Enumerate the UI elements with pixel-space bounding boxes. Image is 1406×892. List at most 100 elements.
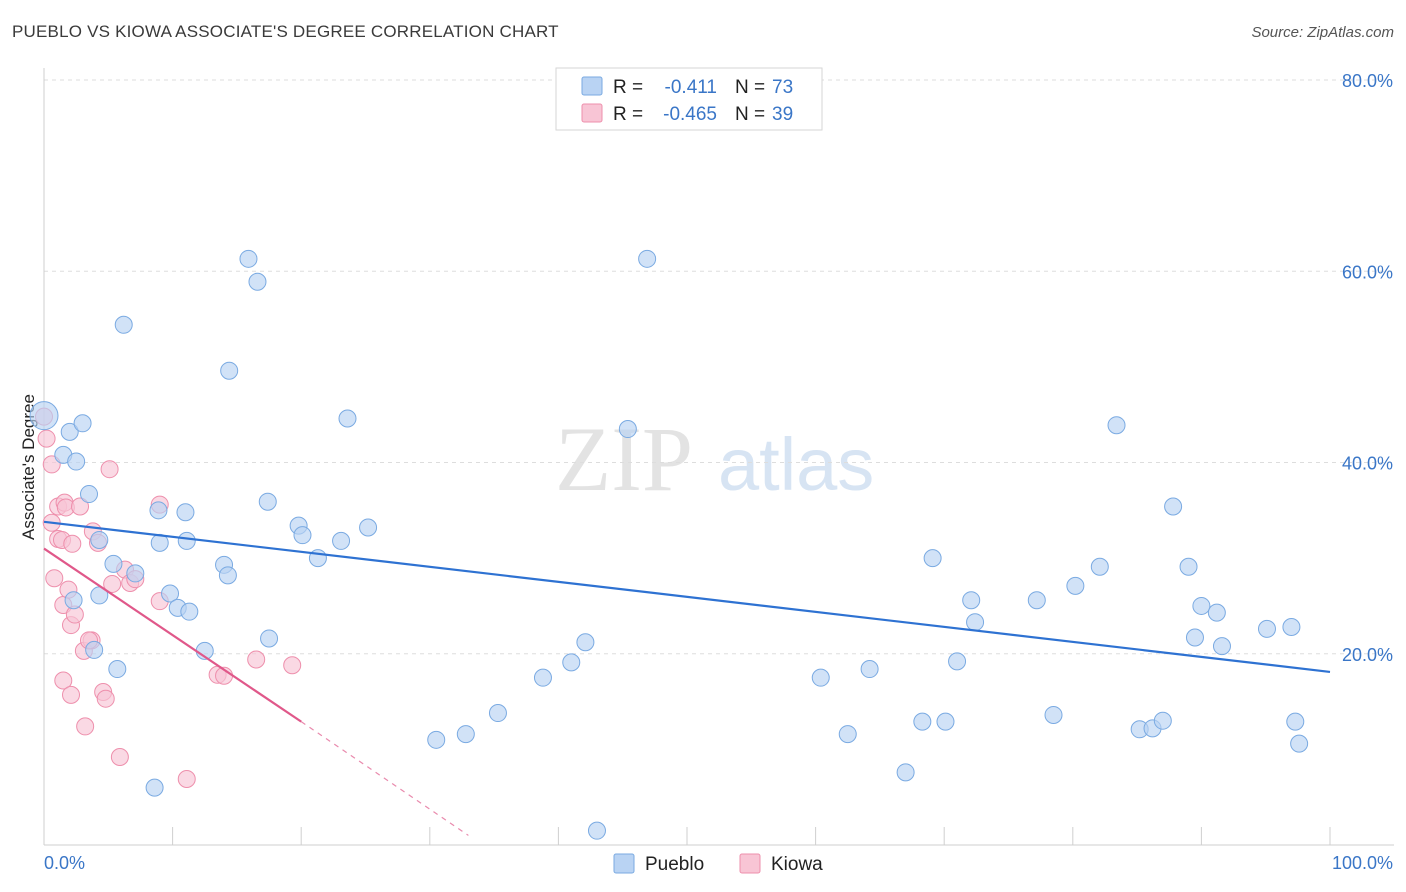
trend-lines bbox=[43, 520, 1331, 836]
kiowa-point-14 bbox=[45, 569, 64, 588]
x-tick-label-max: 100.0% bbox=[1332, 853, 1393, 873]
kiowa-point-36 bbox=[247, 650, 266, 669]
pueblo-point-5 bbox=[80, 485, 99, 504]
kiowa-point-7 bbox=[71, 497, 90, 516]
kiowa-point-28 bbox=[62, 685, 81, 704]
pueblo-point-52 bbox=[948, 652, 967, 671]
pueblo-point-67 bbox=[1207, 603, 1226, 622]
pueblo-point-50 bbox=[923, 549, 942, 568]
pueblo-point-12 bbox=[239, 249, 258, 268]
pueblo-point-44 bbox=[587, 821, 606, 840]
pueblo-point-1 bbox=[60, 422, 79, 441]
pueblo-point-65 bbox=[1185, 628, 1204, 647]
pueblo-point-54 bbox=[966, 613, 985, 632]
pueblo-point-51 bbox=[936, 712, 955, 731]
pueblo-point-14 bbox=[258, 492, 277, 511]
legend-pueblo-n-label: N = bbox=[735, 77, 765, 98]
x-tick-label-min: 0.0% bbox=[44, 853, 85, 873]
chart-source: Source: ZipAtlas.com bbox=[1251, 24, 1394, 41]
pueblo-point-16 bbox=[293, 526, 312, 545]
pueblo-point-7 bbox=[149, 501, 168, 520]
kiowa-point-33 bbox=[177, 770, 196, 789]
pueblo-point-32 bbox=[108, 660, 127, 679]
pueblo-point-2 bbox=[73, 414, 92, 433]
pueblo-points bbox=[29, 249, 1309, 840]
kiowa-point-10 bbox=[63, 534, 82, 553]
kiowa-trend-line bbox=[43, 547, 302, 723]
kiowa-point-37 bbox=[283, 656, 302, 675]
bottom-legend-kiowa: Kiowa bbox=[771, 854, 823, 875]
pueblo-point-58 bbox=[1090, 557, 1109, 576]
pueblo-point-38 bbox=[576, 633, 595, 652]
pueblo-point-57 bbox=[1066, 576, 1085, 595]
legend-kiowa-n-label: N = bbox=[735, 104, 765, 125]
kiowa-point-29 bbox=[76, 717, 95, 736]
legend-pueblo-r-label: R = bbox=[613, 77, 643, 98]
kiowa-point-21 bbox=[103, 574, 122, 593]
pueblo-point-26 bbox=[180, 602, 199, 621]
kiowa-trend-line-extrapolated bbox=[300, 721, 469, 836]
legend-swatch-pueblo bbox=[581, 76, 603, 96]
y-axis-title: Associate's Degree bbox=[19, 394, 38, 540]
pueblo-point-0 bbox=[29, 401, 59, 431]
pueblo-point-53 bbox=[962, 591, 981, 610]
pueblo-point-9 bbox=[176, 503, 195, 522]
pueblo-point-56 bbox=[1044, 705, 1063, 724]
pueblo-point-39 bbox=[562, 653, 581, 672]
y-tick-labels: 20.0% 40.0% 60.0% 80.0% bbox=[1342, 71, 1393, 665]
y-tick-label-40: 40.0% bbox=[1342, 454, 1393, 474]
bottom-legend-swatch-pueblo bbox=[613, 853, 635, 874]
legend-pueblo-n-value: 73 bbox=[772, 77, 793, 98]
pueblo-point-29 bbox=[64, 591, 83, 610]
pueblo-point-31 bbox=[85, 640, 104, 659]
y-tick-label-60: 60.0% bbox=[1342, 262, 1393, 282]
pueblo-point-66 bbox=[1192, 596, 1211, 615]
pueblo-point-63 bbox=[1164, 497, 1183, 516]
pueblo-point-71 bbox=[1286, 712, 1305, 731]
pueblo-point-47 bbox=[838, 725, 857, 744]
kiowa-point-27 bbox=[54, 671, 73, 690]
pueblo-point-19 bbox=[338, 409, 357, 428]
pueblo-trend-line bbox=[43, 520, 1331, 674]
bottom-legend-pueblo: Pueblo bbox=[645, 854, 704, 875]
kiowa-point-2 bbox=[42, 455, 61, 474]
pueblo-point-41 bbox=[488, 704, 507, 723]
legend-pueblo-r-value: -0.411 bbox=[665, 77, 717, 98]
pueblo-point-68 bbox=[1212, 637, 1231, 656]
pueblo-point-42 bbox=[456, 725, 475, 744]
pueblo-point-64 bbox=[1179, 557, 1198, 576]
kiowa-point-32 bbox=[110, 748, 129, 767]
chart-title: PUEBLO VS KIOWA ASSOCIATE'S DEGREE CORRE… bbox=[12, 22, 559, 41]
pueblo-point-24 bbox=[161, 584, 180, 603]
pueblo-point-34 bbox=[260, 629, 279, 648]
pueblo-point-22 bbox=[104, 554, 123, 573]
kiowa-point-31 bbox=[96, 689, 115, 708]
pueblo-point-11 bbox=[220, 361, 239, 380]
axes bbox=[43, 68, 1394, 846]
kiowa-point-1 bbox=[37, 429, 56, 448]
pueblo-point-20 bbox=[359, 518, 378, 537]
pueblo-point-13 bbox=[248, 272, 267, 291]
y-tick-label-20: 20.0% bbox=[1342, 645, 1393, 665]
pueblo-point-6 bbox=[114, 315, 133, 334]
pueblo-point-46 bbox=[860, 660, 879, 679]
pueblo-point-55 bbox=[1027, 591, 1046, 610]
pueblo-point-43 bbox=[427, 730, 446, 749]
x-tick-labels: 0.0% 100.0% bbox=[44, 853, 1393, 873]
legend-box: R = -0.411 N = 73 R = -0.465 N = 39 bbox=[555, 67, 823, 131]
kiowa-point-13 bbox=[100, 460, 119, 479]
pueblo-point-70 bbox=[1282, 617, 1301, 636]
pueblo-point-69 bbox=[1257, 619, 1276, 638]
pueblo-point-59 bbox=[1107, 416, 1126, 435]
pueblo-point-28 bbox=[218, 566, 237, 585]
pueblo-point-10 bbox=[177, 531, 196, 550]
pueblo-point-37 bbox=[618, 420, 637, 439]
pueblo-point-45 bbox=[811, 668, 830, 687]
pueblo-point-48 bbox=[896, 763, 915, 782]
pueblo-point-35 bbox=[145, 778, 164, 797]
pueblo-point-62 bbox=[1153, 711, 1172, 730]
bottom-legend: Pueblo Kiowa bbox=[613, 853, 823, 875]
legend-kiowa-n-value: 39 bbox=[772, 104, 793, 125]
y-tick-label-80: 80.0% bbox=[1342, 71, 1393, 91]
